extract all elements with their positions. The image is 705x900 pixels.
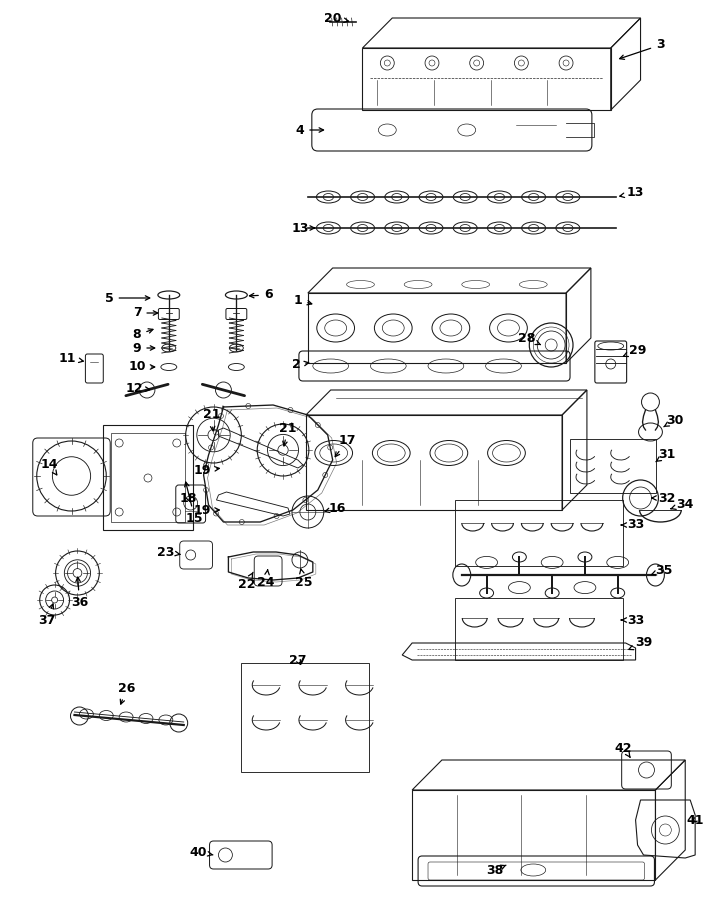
Text: 23: 23	[157, 545, 180, 559]
Text: 18: 18	[180, 491, 197, 505]
Text: 28: 28	[517, 331, 541, 345]
Text: 10: 10	[128, 361, 154, 374]
Text: 16: 16	[325, 501, 346, 515]
Text: 11: 11	[59, 352, 83, 365]
Text: 41: 41	[687, 814, 704, 826]
Text: 3: 3	[620, 39, 665, 59]
Text: 13: 13	[620, 186, 644, 200]
Text: 20: 20	[324, 12, 348, 24]
Text: 37: 37	[38, 604, 56, 626]
Text: 39: 39	[629, 636, 652, 650]
Text: 36: 36	[70, 577, 88, 608]
Text: 30: 30	[664, 413, 684, 427]
Text: 14: 14	[41, 458, 59, 475]
Text: 34: 34	[671, 498, 694, 510]
Text: 5: 5	[105, 292, 149, 304]
Text: 9: 9	[133, 341, 154, 355]
Text: 25: 25	[295, 569, 312, 589]
Text: 1: 1	[293, 293, 312, 307]
Text: 35: 35	[651, 563, 672, 577]
Text: 21: 21	[203, 409, 220, 431]
Text: 42: 42	[615, 742, 632, 758]
Text: 29: 29	[623, 344, 646, 356]
Text: 7: 7	[133, 307, 158, 320]
Text: 33: 33	[621, 614, 644, 626]
Text: 24: 24	[257, 570, 275, 589]
Text: 19: 19	[194, 464, 219, 476]
Text: 40: 40	[190, 845, 213, 859]
Text: 8: 8	[133, 328, 153, 341]
Text: 6: 6	[250, 289, 272, 302]
Text: 12: 12	[125, 382, 149, 394]
Text: 32: 32	[652, 491, 676, 505]
Text: 27: 27	[289, 653, 307, 667]
Text: 26: 26	[118, 681, 136, 704]
Text: 22: 22	[238, 572, 255, 590]
Text: 38: 38	[486, 863, 506, 877]
Text: 2: 2	[292, 358, 309, 372]
Text: 21: 21	[279, 421, 297, 446]
Text: 19: 19	[194, 503, 219, 517]
Text: 33: 33	[621, 518, 644, 532]
Text: 4: 4	[295, 123, 324, 137]
Text: 15: 15	[185, 482, 204, 525]
Text: 17: 17	[335, 434, 356, 456]
Text: 31: 31	[656, 447, 676, 462]
Text: 13: 13	[291, 221, 314, 235]
